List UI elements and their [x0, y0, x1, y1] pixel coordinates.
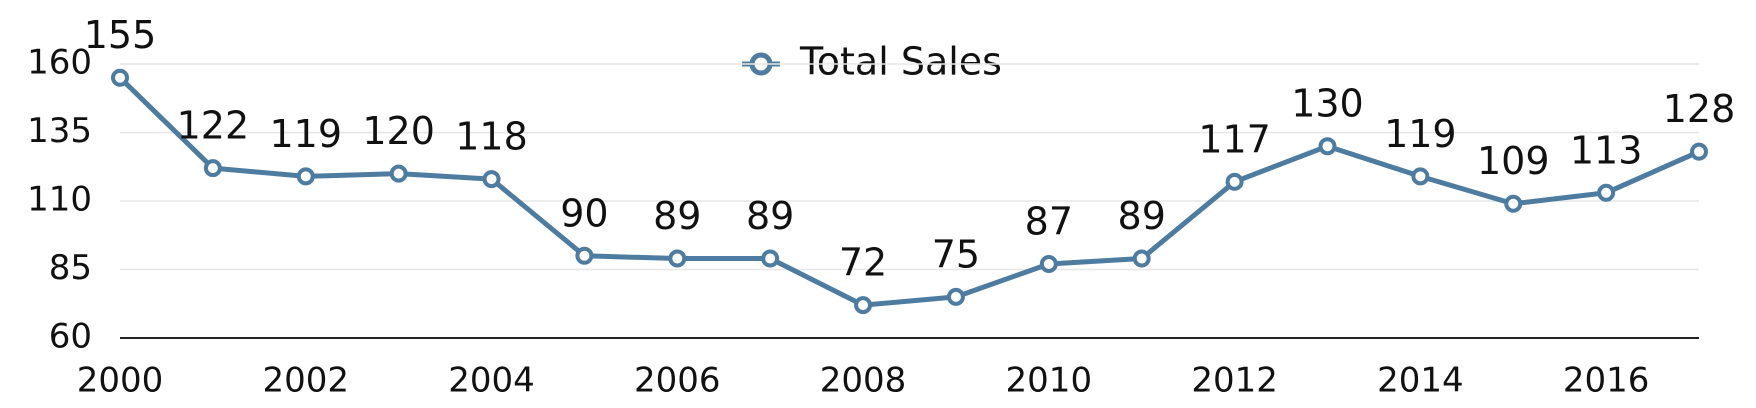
data-label: 89: [1118, 194, 1166, 238]
point: [482, 170, 501, 189]
x-tick-label: 2002: [262, 361, 349, 401]
point: [1690, 142, 1708, 161]
point: [1597, 183, 1616, 202]
data-label: 75: [932, 232, 980, 276]
y-tick-label: 60: [49, 317, 92, 357]
x-tick-label: 2010: [1006, 361, 1093, 401]
data-label: 89: [746, 194, 794, 238]
point: [1318, 137, 1337, 156]
point: [761, 249, 780, 268]
data-label: 89: [653, 194, 701, 238]
point: [575, 246, 594, 265]
legend-label: Total Sales: [799, 40, 1002, 84]
data-label: 90: [560, 191, 608, 235]
y-tick-label: 110: [27, 180, 92, 220]
point: [1504, 194, 1523, 213]
point: [1132, 249, 1151, 268]
point: [1225, 172, 1244, 191]
x-tick-label: 2008: [820, 361, 907, 401]
y-tick-label: 160: [27, 43, 92, 83]
data-label: 72: [839, 241, 887, 285]
x-tick-label: 2004: [448, 361, 535, 401]
data-label: 128: [1663, 87, 1736, 131]
point: [946, 287, 965, 306]
x-tick-label: 2016: [1563, 361, 1650, 401]
data-label: 120: [362, 109, 435, 153]
legend: Total Sales: [742, 40, 1002, 84]
line: [118, 75, 1701, 308]
data-label: 118: [455, 115, 528, 159]
point: [854, 296, 873, 315]
data-label: 87: [1025, 200, 1073, 244]
point: [1411, 167, 1430, 186]
x-tick-label: 2012: [1191, 361, 1278, 401]
data-label: 119: [269, 112, 342, 156]
point: [111, 68, 129, 87]
data-label: 130: [1291, 82, 1364, 126]
data-label: 109: [1477, 139, 1550, 183]
point: [668, 249, 687, 268]
point: [1039, 255, 1058, 274]
y-tick-label: 135: [27, 111, 92, 151]
data-label: 155: [84, 13, 157, 57]
y-tick-label: 85: [49, 248, 92, 288]
x-tick-label: 2014: [1377, 361, 1464, 401]
point: [389, 164, 408, 183]
point: [203, 159, 222, 178]
data-label: 122: [177, 104, 250, 148]
x-tick-label: 2000: [77, 361, 164, 401]
point: [296, 167, 315, 186]
x-tick-label: 2006: [634, 361, 721, 401]
data-label: 117: [1198, 117, 1271, 161]
data-label: 119: [1384, 112, 1457, 156]
data-label: 113: [1570, 128, 1643, 172]
